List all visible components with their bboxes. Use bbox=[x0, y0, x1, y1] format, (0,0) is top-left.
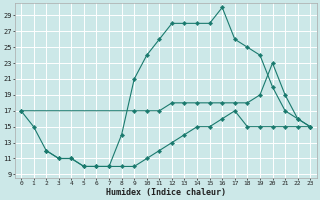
X-axis label: Humidex (Indice chaleur): Humidex (Indice chaleur) bbox=[106, 188, 226, 197]
